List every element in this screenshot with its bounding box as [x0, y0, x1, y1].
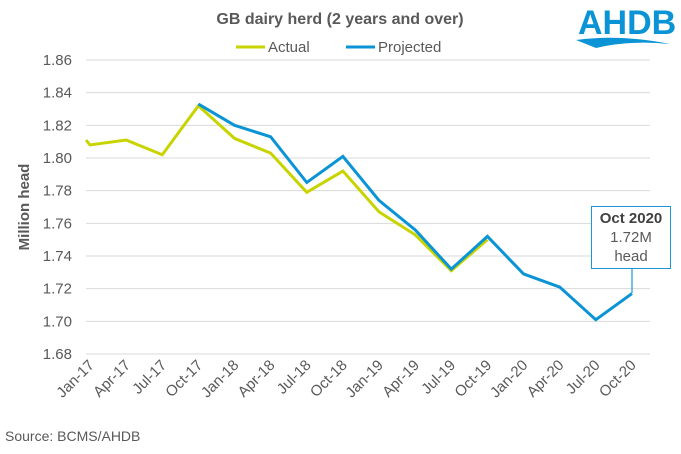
- logo-wave-icon: [576, 37, 670, 48]
- x-tick-label: Apr-17: [90, 357, 134, 401]
- logo-text: AHDB: [578, 4, 676, 42]
- y-tick-label: 1.82: [43, 117, 72, 134]
- y-tick-label: 1.68: [43, 346, 72, 363]
- x-tick-label: Oct-20: [596, 357, 640, 401]
- x-tick-label: Oct-17: [162, 357, 206, 401]
- y-tick-labels: 1.68 1.70 1.72 1.74 1.76 1.78 1.80 1.82 1.84 1.86: [43, 52, 72, 363]
- annotation-title: Oct 2020: [599, 210, 663, 227]
- y-tick-label: 1.80: [43, 150, 72, 167]
- ahdb-logo: AHDB: [576, 4, 676, 48]
- legend: Actual Projected: [236, 39, 441, 56]
- series-line-actual: [84, 103, 489, 273]
- gridlines: [86, 59, 650, 355]
- x-tick-label: Jan-17: [53, 357, 97, 401]
- chart-title: GB dairy herd (2 years and over): [216, 11, 463, 28]
- x-tick-labels: Jan-17Apr-17Jul-17Oct-17Jan-18Apr-18Jul-…: [53, 357, 639, 401]
- series-line-projected: [197, 102, 633, 322]
- x-tick-label: Jan-18: [198, 357, 242, 401]
- y-tick-label: 1.70: [43, 313, 72, 330]
- annotation-value: 1.72M: [610, 229, 652, 246]
- x-tick-label: Apr-19: [379, 357, 423, 401]
- x-tick-label: Oct-19: [451, 357, 495, 401]
- x-tick-label: Jan-19: [342, 357, 386, 401]
- y-tick-label: 1.86: [43, 52, 72, 69]
- y-axis-label: Million head: [16, 164, 33, 251]
- x-tick-label: Apr-18: [235, 357, 279, 401]
- x-tick-label: Apr-20: [524, 357, 568, 401]
- x-tick-label: Jan-20: [487, 357, 531, 401]
- y-tick-label: 1.76: [43, 215, 72, 232]
- annotation-callout: Oct 2020 1.72M head: [591, 206, 671, 269]
- legend-label-projected: Projected: [378, 39, 441, 56]
- y-tick-label: 1.72: [43, 281, 72, 298]
- x-tick-label: Oct-18: [307, 357, 351, 401]
- legend-label-actual: Actual: [268, 39, 310, 56]
- y-tick-label: 1.74: [43, 248, 72, 265]
- annotation-unit: head: [614, 248, 648, 265]
- source-note: Source: BCMS/AHDB: [5, 428, 140, 444]
- y-tick-label: 1.84: [43, 85, 72, 102]
- series-lines: [84, 102, 633, 322]
- y-tick-label: 1.78: [43, 183, 72, 200]
